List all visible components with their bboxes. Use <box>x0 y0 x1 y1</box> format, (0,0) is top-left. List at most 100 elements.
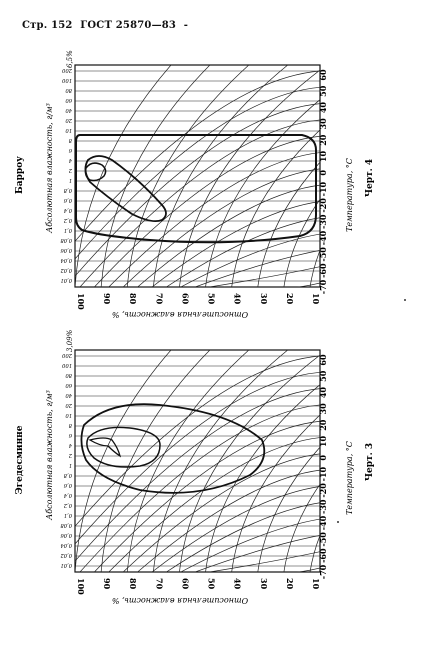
rel-humidity-tick: 100 <box>76 578 86 595</box>
abs-humidity-tick: 60 <box>65 382 72 388</box>
rel-humidity-label-bottom: Относительная влажность, % <box>111 596 248 605</box>
temperature-tick: 10 <box>318 436 328 448</box>
rel-humidity-curve <box>309 534 320 572</box>
temperature-label-bottom: Температура, °С <box>345 441 354 515</box>
abs-humidity-tick: 0,04 <box>60 542 72 548</box>
temperature-curve <box>180 518 320 572</box>
temperature-curve <box>75 355 320 527</box>
temperature-tick: 20 <box>318 419 328 431</box>
temperature-tick: -30 <box>318 214 328 229</box>
rel-humidity-label-top: Относительная влажность, % <box>111 310 248 319</box>
rel-humidity-tick: 50 <box>207 578 217 590</box>
rel-humidity-tick: 30 <box>259 578 269 590</box>
rel-humidity-curve <box>152 65 288 287</box>
temperature-curve <box>209 266 320 287</box>
abs-humidity-tick: 4 <box>69 157 73 163</box>
print-speck <box>337 521 339 523</box>
temperature-curve <box>180 233 320 287</box>
temperature-curve <box>94 135 320 287</box>
rel-humidity-tick: 80 <box>128 293 138 305</box>
abs-humidity-tick: 200 <box>61 67 73 73</box>
temperature-tick: -70 <box>318 279 328 294</box>
rel-humidity-tick: 20 <box>285 293 295 305</box>
abs-humidity-tick: 10 <box>65 127 72 133</box>
contour-inner-bottom <box>88 437 122 458</box>
temperature-tick: -50 <box>318 247 328 262</box>
rel-humidity-tick: 90 <box>102 293 112 305</box>
temperature-tick: 50 <box>318 370 328 382</box>
temperature-tick: 40 <box>318 387 328 399</box>
temperature-curve <box>108 152 320 287</box>
temperature-tick: 30 <box>318 118 328 130</box>
rel-humidity-curve <box>179 69 320 287</box>
abs-humidity-tick: 0,04 <box>60 257 72 263</box>
temperature-tick: -10 <box>318 466 328 481</box>
contours-bottom <box>80 403 266 494</box>
abs-humidity-tick: 80 <box>65 87 72 93</box>
abs-humidity-tick: 0,06 <box>60 532 72 538</box>
contours-top <box>75 134 317 244</box>
abs-humidity-tick: 0,01 <box>60 277 72 283</box>
rel-humidity-curve <box>126 350 250 572</box>
temperature-curve <box>79 119 320 287</box>
temperature-curve <box>75 371 320 545</box>
station-name-bottom: Эгедесминне <box>15 425 25 494</box>
contour-middle-top <box>84 155 167 223</box>
abs-humidity-tick: 100 <box>61 77 72 83</box>
rel-humidity-curve <box>75 65 172 287</box>
temperature-label-top: Температура, °С <box>345 158 354 232</box>
abs-humidity-tick: 0,8 <box>63 472 72 478</box>
abs-humidity-tick: 1 <box>69 177 72 183</box>
abs-humidity-tick: 8 <box>68 137 72 143</box>
contour-outer-top <box>75 134 317 244</box>
rel-humidity-curve <box>152 350 288 572</box>
chart-bottom-grid <box>75 350 320 572</box>
temperature-tick: -20 <box>318 198 328 213</box>
rel-humidity-curve <box>75 350 172 572</box>
abs-humidity-tick: 200 <box>61 352 73 358</box>
rel-humidity-tick: 60 <box>180 293 190 305</box>
temperature-tick: -70 <box>318 564 328 579</box>
temperature-curve <box>122 168 320 287</box>
rel-humidity-tick: 90 <box>102 578 112 590</box>
abs-humidity-tick: 0,8 <box>63 187 72 193</box>
rel-humidity-curve <box>126 65 250 287</box>
temperature-tick: 20 <box>318 134 328 146</box>
rel-humidity-tick: 40 <box>233 293 243 305</box>
rel-humidity-curve <box>179 354 320 572</box>
abs-humidity-tick: 6 <box>68 147 72 153</box>
rel-humidity-curve <box>283 198 320 287</box>
corner-value-bottom: 3,09% <box>66 329 74 352</box>
rel-humidity-curve <box>100 65 211 287</box>
abs-humidity-tick: 20 <box>65 402 73 408</box>
temperature-curve <box>195 250 320 287</box>
temperature-tick: 60 <box>318 354 328 366</box>
temperature-tick: 50 <box>318 85 328 97</box>
abs-humidity-tick: 8 <box>68 422 72 428</box>
rel-humidity-curve <box>100 350 211 572</box>
temperature-curve <box>75 103 320 277</box>
rel-humidity-tick: 40 <box>233 578 243 590</box>
page-header: Стр. 152 ГОСТ 25870—83 - <box>22 20 192 31</box>
abs-humidity-tick: 4 <box>69 442 73 448</box>
temperature-curve <box>224 567 320 572</box>
abs-humidity-tick: 0,01 <box>60 562 72 568</box>
rel-humidity-tick: 10 <box>311 293 321 305</box>
corner-value-top: 6,5% <box>66 50 74 68</box>
temperature-curve <box>79 404 320 572</box>
header-dash: - <box>183 20 189 31</box>
abs-humidity-tick: 2 <box>69 452 73 458</box>
abs-humidity-label-bottom: Абсолютная влажность, г/м³ <box>45 390 54 521</box>
rel-humidity-tick: 80 <box>128 578 138 590</box>
temperature-curve <box>75 70 320 242</box>
abs-humidity-tick: 0,4 <box>64 492 72 498</box>
temperature-curve <box>151 486 320 572</box>
abs-humidity-tick: 1 <box>69 462 72 468</box>
temperature-curve <box>151 201 320 287</box>
rel-humidity-tick: 100 <box>76 293 86 310</box>
abs-humidity-tick: 20 <box>65 117 73 123</box>
temperature-tick: -60 <box>318 263 328 278</box>
abs-humidity-tick: 60 <box>65 97 72 103</box>
temperature-tick: 10 <box>318 151 328 163</box>
